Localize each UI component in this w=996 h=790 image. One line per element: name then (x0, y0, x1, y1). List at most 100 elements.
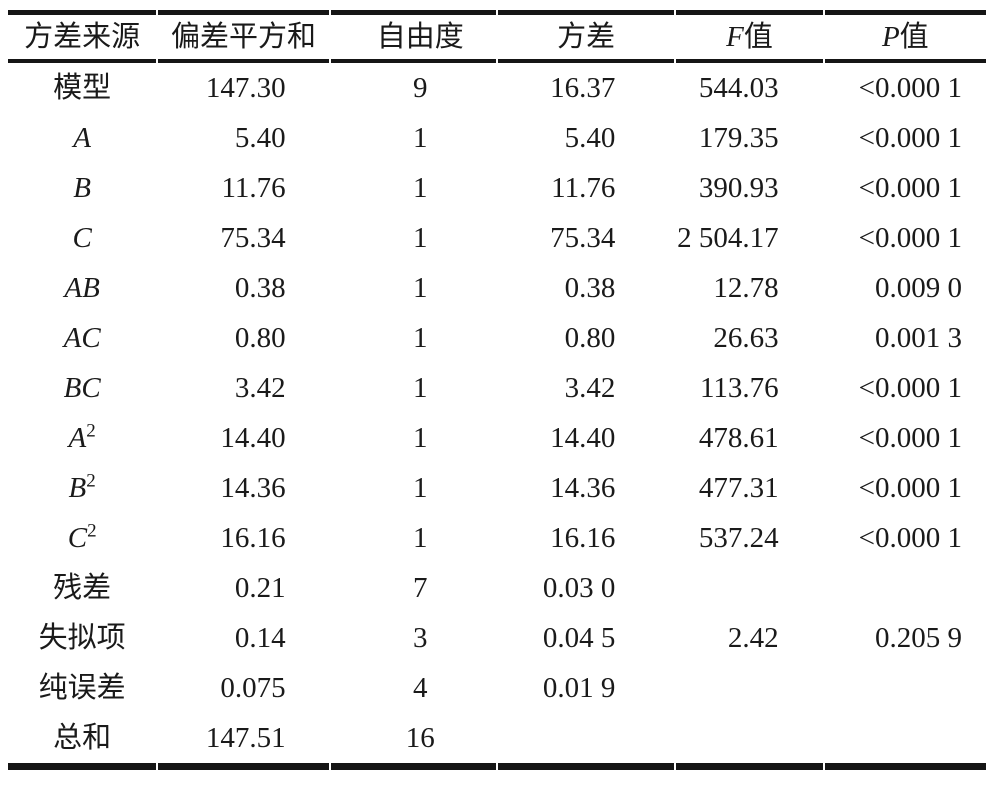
sum-of-squares-cell: 14.36 (220, 471, 286, 504)
source-cell: 模型 (8, 63, 156, 113)
degrees-of-freedom-cell: 1 (413, 321, 428, 354)
table-row: B2 14.36 1 14.36 477.31 <0.000 1 (8, 463, 986, 513)
variance-cell: 16.37 (550, 71, 616, 104)
sum-of-squares-cell: 147.30 (205, 71, 286, 104)
source-cell: A (8, 113, 156, 163)
table-row: 失拟项 0.14 3 0.04 5 2.42 0.205 9 (8, 613, 986, 663)
source-cell: B (8, 163, 156, 213)
p-value-cell (825, 663, 986, 713)
source-plain-text: 残差 (53, 571, 112, 604)
sum-of-squares-cell: 0.38 (234, 271, 286, 304)
sum-of-squares-cell: 147.51 (158, 713, 329, 770)
header-p-value: P值 (824, 10, 986, 63)
header-f-value: F值 (676, 10, 823, 63)
source-factor-letters: AC (63, 321, 101, 354)
table-row: AB 0.38 1 0.38 12.78 0.009 0 (8, 263, 986, 313)
p-value-cell: <0.000 1 (858, 121, 962, 154)
sum-of-squares-cell: 16.16 (220, 521, 286, 554)
f-value-cell: 179.35 (698, 121, 779, 154)
header-sum-of-squares: 偏差平方和 (158, 10, 329, 63)
p-value-cell: 0.001 3 (875, 321, 962, 354)
degrees-of-freedom-cell: 16 (330, 713, 496, 770)
source-cell: 纯误差 (8, 663, 156, 713)
p-value-cell: <0.000 1 (858, 171, 962, 204)
p-value-cell: 0.009 0 (875, 271, 962, 304)
f-value-cell (676, 713, 823, 770)
degrees-of-freedom-cell: 4 (413, 671, 428, 704)
source-factor-letters: B (68, 471, 87, 504)
variance-cell: 0.03 0 (542, 571, 616, 604)
source-factor-letters: AB (64, 271, 100, 304)
f-value-cell (676, 563, 822, 613)
f-value-cell: 544.03 (698, 71, 779, 104)
p-value-cell: <0.000 1 (858, 371, 962, 404)
source-cell: 残差 (8, 563, 156, 613)
f-value-cell: 26.63 (713, 321, 779, 354)
variance-cell: 14.36 (550, 471, 616, 504)
degrees-of-freedom-cell: 1 (413, 421, 428, 454)
table-row: 总和 147.51 16 (8, 713, 986, 770)
header-source: 方差来源 (8, 10, 157, 63)
p-value-cell (825, 563, 986, 613)
p-value-cell: <0.000 1 (858, 221, 962, 254)
source-cell: C (8, 213, 156, 263)
header-p-value-italic: P (881, 20, 900, 53)
table-row: 残差 0.21 7 0.03 0 (8, 563, 986, 613)
f-value-cell: 12.78 (713, 271, 779, 304)
table-row: 模型 147.30 9 16.37 544.03 <0.000 1 (8, 63, 986, 113)
source-factor-letters: C (72, 221, 92, 254)
p-value-cell: <0.000 1 (858, 521, 962, 554)
variance-cell: 0.04 5 (542, 621, 616, 654)
source-factor-letters: BC (63, 371, 101, 404)
p-value-cell (824, 713, 986, 770)
header-degrees-of-freedom-label: 自由度 (376, 20, 464, 53)
table-row: BC 3.42 1 3.42 113.76 <0.000 1 (8, 363, 986, 413)
source-plain-text: 失拟项 (38, 621, 126, 654)
source-cell: B2 (8, 463, 156, 513)
degrees-of-freedom-cell: 1 (413, 171, 428, 204)
variance-cell: 16.16 (550, 521, 616, 554)
source-cell: 失拟项 (8, 613, 156, 663)
sum-of-squares-cell: 0.14 (234, 621, 286, 654)
variance-cell: 0.80 (564, 321, 616, 354)
header-f-value-label: 值 (743, 20, 773, 53)
table-row: B 11.76 1 11.76 390.93 <0.000 1 (8, 163, 986, 213)
source-cell: AB (8, 263, 156, 313)
source-superscript: 2 (86, 469, 96, 491)
variance-cell: 75.34 (550, 221, 616, 254)
header-degrees-of-freedom: 自由度 (330, 10, 496, 63)
p-value-cell: <0.000 1 (858, 421, 962, 454)
sum-of-squares-cell: 0.21 (234, 571, 286, 604)
header-f-value-italic: F (726, 20, 744, 53)
table-row: C2 16.16 1 16.16 537.24 <0.000 1 (8, 513, 986, 563)
sum-of-squares-cell: 0.075 (220, 671, 286, 704)
header-row: 方差来源 偏差平方和 自由度 方差 F值 P值 (8, 10, 986, 63)
source-factor-letters: A (73, 121, 91, 154)
f-value-cell: 477.31 (698, 471, 779, 504)
p-value-cell: 0.205 9 (875, 621, 962, 654)
header-p-value-label: 值 (899, 20, 929, 53)
source-plain-text: 纯误差 (38, 671, 126, 704)
f-value-cell: 390.93 (698, 171, 779, 204)
sum-of-squares-cell: 11.76 (221, 171, 286, 204)
p-value-cell: <0.000 1 (858, 71, 962, 104)
degrees-of-freedom-cell: 1 (413, 221, 428, 254)
degrees-of-freedom-cell: 3 (413, 621, 428, 654)
header-variance: 方差 (497, 10, 675, 63)
variance-cell: 3.42 (564, 371, 616, 404)
sum-of-squares-cell: 5.40 (234, 121, 286, 154)
variance-cell: 0.38 (564, 271, 616, 304)
degrees-of-freedom-cell: 1 (413, 271, 428, 304)
header-source-label: 方差来源 (24, 20, 141, 53)
header-variance-label: 方差 (557, 20, 616, 53)
source-plain-text: 模型 (53, 71, 112, 104)
table-header: 方差来源 偏差平方和 自由度 方差 F值 P值 (8, 10, 986, 63)
sum-of-squares-cell: 14.40 (220, 421, 286, 454)
f-value-cell: 2.42 (727, 621, 779, 654)
source-plain-text: 总和 (53, 721, 112, 754)
source-cell: BC (8, 363, 156, 413)
source-cell: AC (8, 313, 156, 363)
variance-cell: 5.40 (564, 121, 616, 154)
f-value-cell (676, 663, 822, 713)
sum-of-squares-cell: 0.80 (234, 321, 286, 354)
